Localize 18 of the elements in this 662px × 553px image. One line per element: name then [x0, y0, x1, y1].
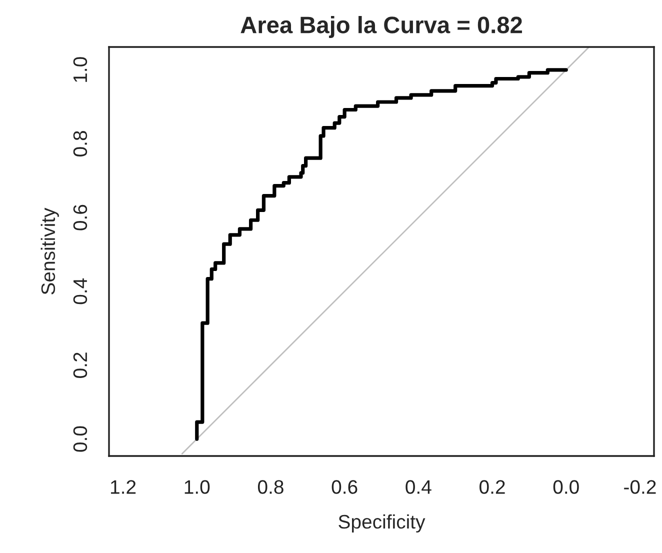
x-tick-label: 1.0: [184, 480, 210, 494]
y-tick-label: 0.2: [73, 352, 88, 378]
y-tick-label: 0.6: [73, 204, 88, 230]
x-tick-label: 0.4: [406, 480, 432, 494]
y-axis-title: Sensitivity: [40, 208, 59, 294]
x-tick-label: 0.8: [258, 480, 284, 494]
x-axis-title: Specificity: [338, 514, 426, 533]
x-tick-label: 0.6: [332, 480, 358, 494]
line-series: [195, 68, 568, 441]
y-tick-label: 0.4: [73, 278, 88, 304]
y-tick-label: 0.0: [73, 426, 88, 452]
x-tick-label: -0.2: [624, 480, 656, 494]
x-tick-label: 0.0: [553, 480, 579, 494]
y-tick-label: 1.0: [73, 57, 88, 82]
x-tick-label: 1.2: [111, 480, 136, 494]
x-tick-label: 0.2: [480, 480, 505, 494]
chart-title: Area Bajo la Curva = 0.82: [240, 16, 522, 38]
y-tick-label: 0.8: [73, 131, 88, 156]
